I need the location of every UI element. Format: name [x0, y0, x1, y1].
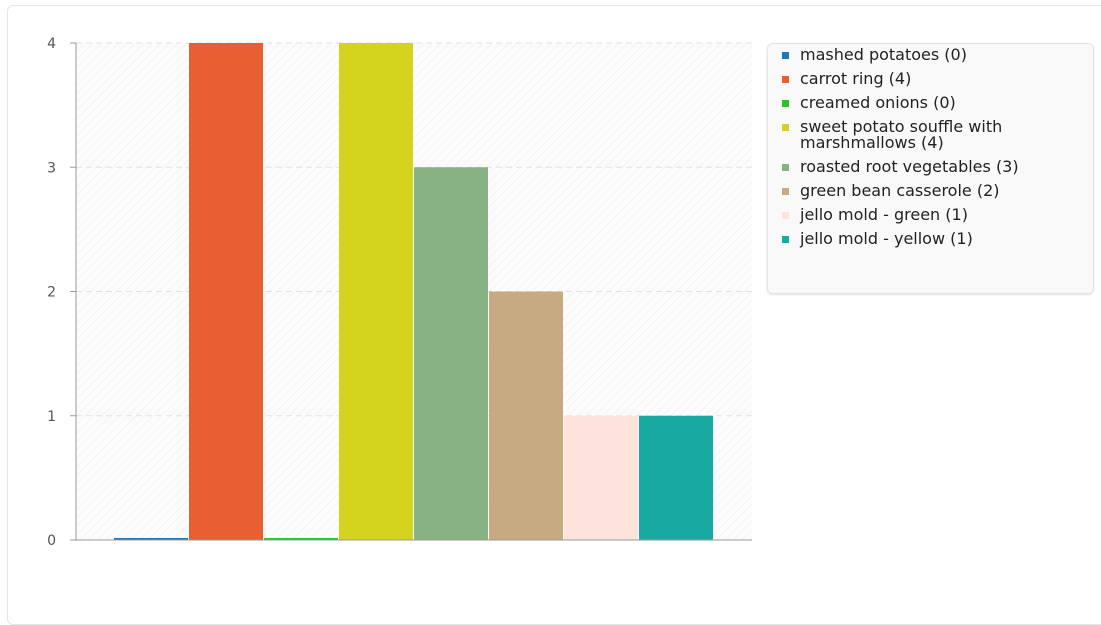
- legend-item[interactable]: green bean casserole (2): [782, 183, 1093, 199]
- legend-label: mashed potatoes (0): [800, 47, 1093, 63]
- legend-item[interactable]: jello mold - yellow (1): [782, 231, 1093, 247]
- legend-swatch: [782, 124, 789, 131]
- legend: mashed potatoes (0) carrot ring (4) creame…: [767, 43, 1094, 294]
- legend-swatch: [782, 236, 789, 243]
- bar-sweet-potato-souffle-with-marshmallows[interactable]: [339, 43, 413, 540]
- legend-swatch: [782, 188, 789, 195]
- legend-item[interactable]: carrot ring (4): [782, 71, 1093, 87]
- legend-swatch: [782, 164, 789, 171]
- bar-jello-mold-yellow[interactable]: [639, 416, 713, 540]
- legend-item[interactable]: roasted root vegetables (3): [782, 159, 1093, 175]
- legend-item[interactable]: jello mold - green (1): [782, 207, 1093, 223]
- legend-label: jello mold - green (1): [800, 207, 1093, 223]
- bar-carrot-ring[interactable]: [189, 43, 263, 540]
- legend-item[interactable]: mashed potatoes (0): [782, 47, 1093, 63]
- legend-label: jello mold - yellow (1): [800, 231, 1093, 247]
- legend-item[interactable]: sweet potato souffle with marshmallows (4…: [782, 119, 1093, 151]
- bar-roasted-root-vegetables[interactable]: [414, 167, 488, 540]
- legend-swatch: [782, 100, 789, 107]
- legend-label: green bean casserole (2): [800, 183, 1093, 199]
- bar-jello-mold-green[interactable]: [564, 416, 638, 540]
- legend-label: carrot ring (4): [800, 71, 1093, 87]
- y-tick-label: 1: [47, 409, 56, 425]
- legend-swatch: [782, 76, 789, 83]
- y-tick-label: 4: [47, 36, 56, 52]
- legend-label: roasted root vegetables (3): [800, 159, 1093, 175]
- legend-swatch: [782, 52, 789, 59]
- bar-green-bean-casserole[interactable]: [489, 292, 563, 541]
- legend-label: creamed onions (0): [800, 95, 1093, 111]
- y-tick-label: 2: [47, 285, 56, 301]
- legend-label: marshmallows (4): [800, 135, 1093, 151]
- legend-swatch: [782, 212, 789, 219]
- y-tick-label: 0: [47, 533, 56, 549]
- y-tick-label: 3: [47, 160, 56, 176]
- legend-item[interactable]: creamed onions (0): [782, 95, 1093, 111]
